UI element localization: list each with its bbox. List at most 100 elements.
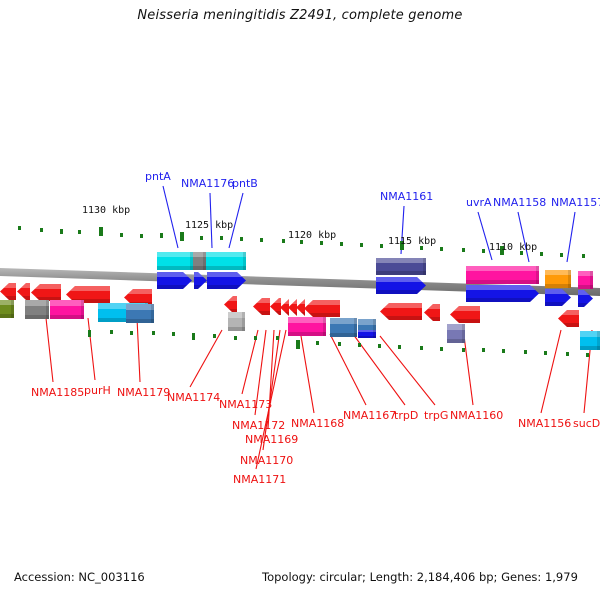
magenta-2[interactable]: [288, 317, 326, 336]
density-tick: [240, 237, 243, 241]
gene-label[interactable]: NMA1173: [219, 398, 273, 411]
glyph-shadow: [304, 313, 340, 317]
density-tick: [380, 244, 383, 248]
label-leader-line: [162, 185, 179, 249]
gene-label[interactable]: pntA: [145, 170, 171, 183]
gene-label[interactable]: NMA1160: [450, 409, 504, 422]
gene-label[interactable]: NMA1170: [240, 454, 294, 467]
label-leader-line: [262, 329, 281, 451]
magenta-box[interactable]: [50, 300, 84, 319]
glyph-shadow: [270, 311, 281, 315]
glyph-highlight: [193, 252, 206, 258]
label-leader-line: [87, 317, 96, 381]
nma1157-arrow[interactable]: [578, 290, 593, 307]
glyph-highlight: [466, 285, 539, 290]
steel-box-2[interactable]: [126, 304, 154, 323]
gene-label[interactable]: NMA1185: [31, 386, 85, 399]
red-arrow-h[interactable]: [270, 298, 281, 315]
glyph-shadow: [288, 312, 297, 316]
olive-box[interactable]: [0, 300, 14, 318]
red-arrow-b[interactable]: [17, 283, 30, 300]
density-tick: [400, 241, 404, 250]
glyph-shadow: [376, 271, 426, 275]
nma1161-slate[interactable]: [376, 258, 426, 275]
gene-label[interactable]: NMA1171: [233, 473, 287, 486]
uvrA-arrow[interactable]: [466, 285, 539, 302]
red-arrow-l[interactable]: [304, 300, 340, 317]
nma1176-gray[interactable]: [193, 252, 206, 270]
red-arrow-g[interactable]: [253, 298, 270, 315]
gene-label[interactable]: uvrA: [466, 196, 492, 209]
gene-label[interactable]: NMA1158: [493, 196, 547, 209]
glyph-edge: [354, 318, 357, 337]
density-tick: [420, 346, 423, 350]
nma1158-arrow[interactable]: [545, 289, 571, 306]
genome-stats-text: Topology: circular; Length: 2,184,406 bp…: [262, 570, 578, 584]
red-arrow-p[interactable]: [558, 310, 579, 327]
nma1161-arrow[interactable]: [376, 277, 426, 294]
density-tick: [320, 241, 323, 245]
glyph-highlight: [545, 270, 571, 276]
gene-label[interactable]: NMA1176: [181, 177, 235, 190]
red-arrow-f[interactable]: [224, 296, 237, 313]
glyph-shadow: [545, 302, 571, 306]
pntB-cyan[interactable]: [206, 252, 246, 270]
glyph-edge: [373, 330, 376, 338]
density-tick: [120, 233, 123, 237]
gene-label[interactable]: NMA1168: [291, 417, 345, 430]
scale-label: 1110 kbp: [489, 242, 538, 253]
gray-box-2[interactable]: [228, 312, 245, 331]
red-arrow-d[interactable]: [66, 286, 110, 303]
density-tick: [360, 243, 363, 247]
density-tick: [316, 341, 319, 345]
blue-box-s[interactable]: [358, 330, 376, 338]
nma1157-magenta[interactable]: [578, 271, 593, 289]
gene-label[interactable]: pntB: [232, 177, 258, 190]
glyph-highlight: [376, 258, 426, 264]
density-tick: [99, 227, 103, 236]
red-arrow-n[interactable]: [424, 304, 440, 321]
gene-label[interactable]: NMA1157: [551, 196, 600, 209]
glyph-shadow: [558, 323, 579, 327]
red-arrow-k[interactable]: [296, 299, 305, 316]
uvrA-magenta[interactable]: [466, 266, 539, 284]
gene-label[interactable]: NMA1179: [117, 386, 171, 399]
red-arrow-m[interactable]: [380, 303, 422, 320]
steel-box-3[interactable]: [330, 318, 357, 337]
red-arrow-c[interactable]: [31, 284, 61, 301]
density-tick: [566, 352, 569, 356]
nma1158-orange[interactable]: [545, 270, 571, 288]
density-tick: [18, 226, 21, 230]
density-tick: [200, 236, 203, 240]
gray-box[interactable]: [25, 300, 49, 319]
slate-box-2[interactable]: [447, 324, 465, 343]
gene-label[interactable]: purH: [84, 384, 111, 397]
gene-label[interactable]: NMA1156: [518, 417, 572, 430]
pntA-arrow[interactable]: [157, 272, 192, 289]
glyph-shadow: [545, 284, 571, 288]
glyph-highlight: [578, 290, 593, 295]
red-arrow-i[interactable]: [280, 299, 289, 316]
red-arrow-a[interactable]: [0, 283, 16, 300]
gene-label[interactable]: trpG: [424, 409, 449, 422]
glyph-shadow: [207, 285, 246, 289]
nma1176-arrow[interactable]: [194, 272, 207, 289]
density-tick: [358, 343, 361, 347]
pntB-arrow[interactable]: [207, 272, 246, 289]
pntA-cyan[interactable]: [157, 252, 193, 270]
red-arrow-j[interactable]: [288, 299, 297, 316]
cyan-box-2[interactable]: [580, 331, 600, 350]
gene-label[interactable]: sucD: [573, 417, 600, 430]
red-arrow-o[interactable]: [450, 306, 480, 323]
gene-label[interactable]: NMA1169: [245, 433, 299, 446]
gene-label[interactable]: NMA1161: [380, 190, 434, 203]
gene-label[interactable]: NMA1172: [232, 419, 286, 432]
glyph-highlight: [50, 300, 84, 306]
glyph-shadow: [157, 285, 192, 289]
gene-label[interactable]: trpD: [394, 409, 419, 422]
gene-label[interactable]: NMA1174: [167, 391, 221, 404]
glyph-highlight: [157, 252, 193, 258]
glyph-shadow: [228, 326, 245, 331]
glyph-highlight: [358, 330, 376, 333]
gene-label[interactable]: NMA1167: [343, 409, 397, 422]
